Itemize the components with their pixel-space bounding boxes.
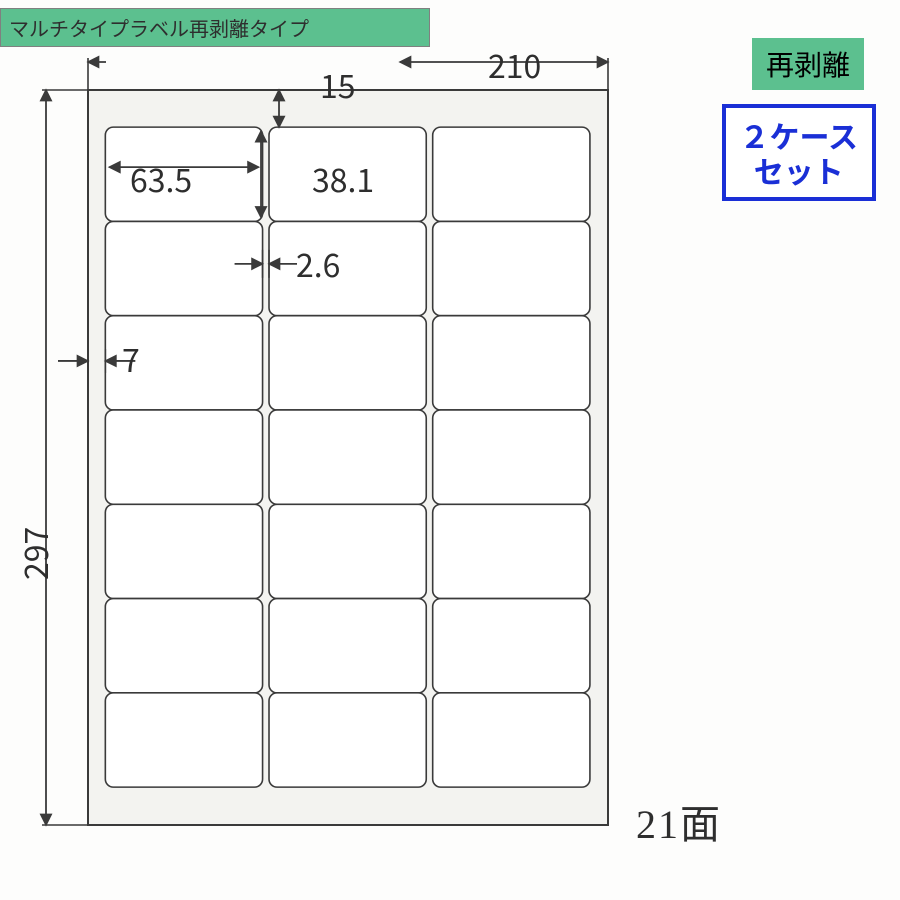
dim-cell-height: 38.1: [312, 156, 374, 202]
diagram-stage: マルチタイプラベル再剥離タイプ 再剥離 ２ケース セット 210 15 63.5…: [0, 0, 900, 900]
faces-count: 21面: [636, 792, 722, 850]
dim-cell-width: 63.5: [130, 156, 192, 202]
dim-page-height: 297: [12, 527, 58, 580]
dim-gap: 2.6: [296, 241, 340, 287]
dimension-svg: [0, 0, 900, 900]
dim-page-width: 210: [488, 42, 541, 88]
dim-top-margin: 15: [320, 62, 356, 108]
dim-left-margin: 7: [122, 336, 140, 382]
